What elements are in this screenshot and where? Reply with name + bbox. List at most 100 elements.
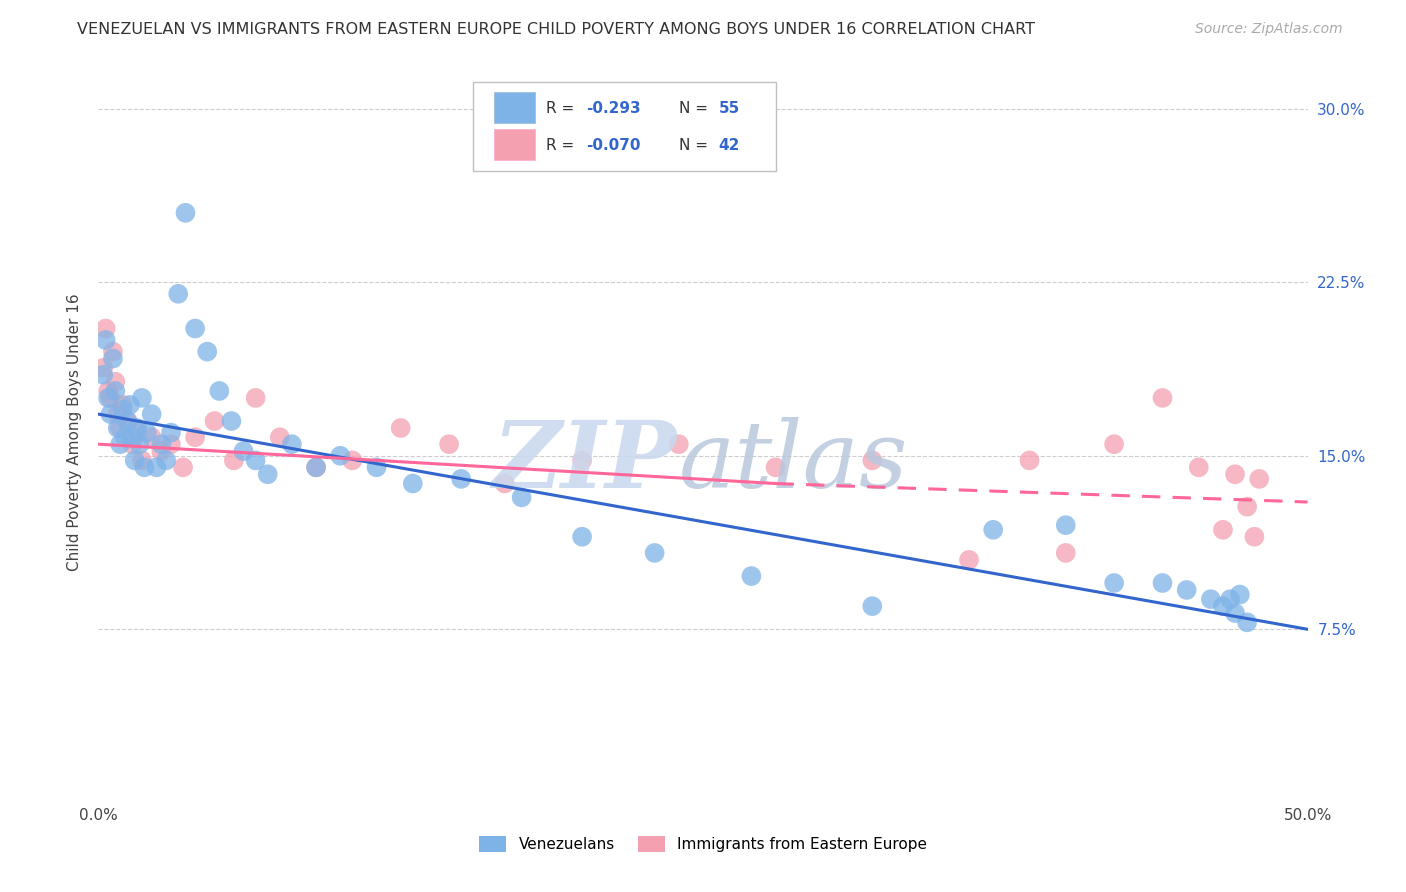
Point (1229, 588, 1251, 602)
Point (860, 453, 883, 467)
Point (1236, 500, 1258, 514)
Point (494, 476, 516, 491)
Point (221, 414, 243, 428)
Point (402, 476, 425, 491)
Point (450, 472, 472, 486)
Point (232, 444, 254, 458)
Text: ZIP: ZIP (492, 417, 676, 508)
Point (1175, 582, 1198, 597)
Point (1054, 546, 1077, 560)
Point (305, 460, 328, 475)
Text: Source: ZipAtlas.com: Source: ZipAtlas.com (1195, 22, 1343, 37)
Point (107, 421, 129, 435)
Point (160, 425, 183, 440)
FancyBboxPatch shape (494, 129, 534, 161)
Point (981, 523, 1004, 537)
Point (97, 391, 120, 405)
Text: R =: R = (546, 101, 579, 116)
Text: N =: N = (679, 138, 713, 153)
Point (91, 368, 114, 382)
Point (104, 375, 127, 389)
Point (108, 421, 131, 435)
Point (389, 421, 412, 435)
Point (100, 407, 122, 421)
FancyBboxPatch shape (474, 82, 776, 171)
Text: R =: R = (546, 138, 579, 153)
Point (184, 430, 207, 444)
Point (281, 437, 304, 451)
FancyBboxPatch shape (494, 92, 534, 123)
Point (184, 321, 207, 335)
Point (172, 460, 194, 475)
Point (107, 407, 129, 421)
Point (195, 344, 218, 359)
Point (571, 453, 593, 467)
Point (1212, 599, 1234, 614)
Point (1102, 576, 1125, 591)
Point (1219, 592, 1241, 607)
Point (160, 437, 183, 451)
Point (174, 206, 197, 220)
Point (1102, 437, 1125, 451)
Point (101, 344, 124, 359)
Point (256, 467, 278, 482)
Point (131, 453, 153, 467)
Point (342, 453, 364, 467)
Point (305, 460, 328, 475)
Point (127, 421, 149, 435)
Point (135, 425, 157, 440)
Point (155, 453, 177, 467)
Point (134, 460, 156, 475)
Point (131, 391, 153, 405)
Point (141, 430, 163, 444)
Point (128, 437, 150, 451)
Text: -0.070: -0.070 (586, 138, 640, 153)
Point (860, 599, 883, 614)
Point (437, 437, 460, 451)
Point (208, 384, 231, 398)
Point (1199, 592, 1222, 607)
Text: N =: N = (679, 101, 713, 116)
Point (91, 360, 114, 375)
Point (121, 437, 143, 451)
Point (1223, 606, 1246, 620)
Point (94, 321, 117, 335)
Point (1236, 615, 1258, 630)
Point (101, 351, 124, 366)
Point (1249, 472, 1271, 486)
Point (740, 569, 762, 583)
Point (104, 384, 127, 398)
Point (204, 414, 226, 428)
Point (957, 553, 980, 567)
Point (269, 430, 291, 444)
Point (117, 414, 139, 428)
Point (668, 437, 690, 451)
Point (121, 430, 143, 444)
Point (1223, 467, 1246, 482)
Point (97, 384, 120, 398)
Point (329, 449, 352, 463)
Point (571, 530, 593, 544)
Point (366, 460, 388, 475)
Point (222, 453, 245, 467)
Point (124, 453, 146, 467)
Point (114, 430, 136, 444)
Text: VENEZUELAN VS IMMIGRANTS FROM EASTERN EUROPE CHILD POVERTY AMONG BOYS UNDER 16 C: VENEZUELAN VS IMMIGRANTS FROM EASTERN EU… (77, 22, 1035, 37)
Point (100, 391, 122, 405)
Point (1054, 518, 1077, 533)
Point (127, 425, 149, 440)
Y-axis label: Child Poverty Among Boys Under 16: Child Poverty Among Boys Under 16 (67, 293, 83, 572)
Point (1152, 391, 1174, 405)
Point (117, 414, 139, 428)
Point (1188, 460, 1211, 475)
Point (245, 453, 267, 467)
Point (118, 398, 141, 412)
Point (765, 460, 787, 475)
Point (141, 407, 163, 421)
Point (94, 333, 117, 347)
Legend: Venezuelans, Immigrants from Eastern Europe: Venezuelans, Immigrants from Eastern Eur… (472, 830, 934, 858)
Point (1018, 453, 1040, 467)
Point (1212, 523, 1234, 537)
Point (644, 546, 666, 560)
Point (167, 286, 190, 301)
